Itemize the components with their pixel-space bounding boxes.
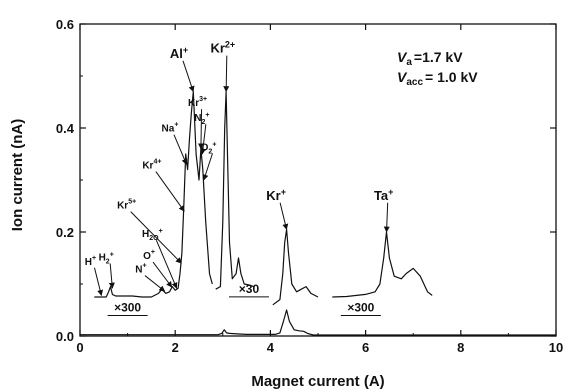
annotation-arrow xyxy=(93,267,104,297)
annotation-arrow xyxy=(152,261,173,288)
annotation-arrow xyxy=(173,134,188,165)
peak-labels: H+ H2+ N+O+ H2O+ Kr5+ Kr4+ Na+ Al+ Kr3+ N2+ O2+ Kr2… xyxy=(85,40,394,276)
annotation-arrow xyxy=(197,109,204,150)
magnification-label: ×300 xyxy=(114,301,141,315)
x-tick-label: 10 xyxy=(549,340,563,355)
parameter-va-value: =1.7 kV xyxy=(414,49,463,65)
annotation-arrow xyxy=(155,240,178,289)
peak-label: Ta+ xyxy=(374,187,393,203)
parameter-vacc-value: = 1.0 kV xyxy=(425,69,478,85)
series-layer xyxy=(80,90,556,336)
x-tick-label: 4 xyxy=(267,340,275,355)
series-line-3 xyxy=(272,228,319,306)
parameter-vacc: Vacc = 1.0 kV xyxy=(397,69,478,88)
peak-label: H2+ xyxy=(99,252,114,266)
parameter-vacc-symbol: V xyxy=(397,69,408,85)
x-axis-ticks: 0 2 4 6 8 10 xyxy=(76,24,563,355)
x-tick-label: 6 xyxy=(362,340,369,355)
parameter-va-symbol: V xyxy=(397,49,408,65)
x-tick-label: 8 xyxy=(457,340,464,355)
annotation-arrow xyxy=(199,124,207,155)
x-tick-label: 2 xyxy=(172,340,179,355)
y-tick-label: 0.6 xyxy=(56,17,74,32)
y-tick-label: 0.0 xyxy=(56,329,74,344)
peak-label: H2O+ xyxy=(142,228,163,242)
parameter-vacc-sub: acc xyxy=(406,77,423,88)
annotation-arrow xyxy=(223,55,230,93)
magnification-label: ×30 xyxy=(239,282,260,296)
peak-label: O2+ xyxy=(201,141,217,155)
x-tick-label: 0 xyxy=(76,340,83,355)
y-tick-label: 0.4 xyxy=(56,121,75,136)
peak-label: H+ xyxy=(85,255,96,268)
peak-label: Na+ xyxy=(162,122,179,135)
peak-label: N2+ xyxy=(194,112,209,126)
magnification-label: ×300 xyxy=(347,301,374,315)
plot-area-border xyxy=(79,23,557,337)
series-line-1 xyxy=(94,90,213,298)
annotation-arrow xyxy=(279,202,289,230)
parameter-va-sub: a xyxy=(406,57,412,68)
peak-label: Kr5+ xyxy=(117,199,136,212)
annotation-arrow xyxy=(202,153,213,181)
annotation-arrow xyxy=(383,202,390,233)
magnification-labels: ×300 ×30 ×300 xyxy=(107,282,381,317)
series-line-0 xyxy=(80,309,556,336)
peak-label: Kr2+ xyxy=(210,40,235,56)
peak-label: Kr3+ xyxy=(188,96,207,109)
peak-label: Kr+ xyxy=(266,187,286,203)
annotation-arrow xyxy=(144,275,166,292)
series-line-4 xyxy=(332,231,433,298)
annotation-arrows xyxy=(93,55,390,297)
y-tick-label: 0.2 xyxy=(56,225,74,240)
peak-label: Kr4+ xyxy=(142,159,161,172)
annotation-arrow xyxy=(155,171,185,212)
parameter-va: Va =1.7 kV xyxy=(397,49,463,68)
y-axis-ticks: 0.0 0.2 0.4 0.6 xyxy=(56,17,556,344)
annotation-arrow xyxy=(130,211,182,264)
plot-frame xyxy=(79,23,557,337)
peak-label: Al+ xyxy=(170,45,188,61)
annotation-arrow xyxy=(182,60,195,93)
peak-label: O+ xyxy=(143,249,155,262)
series-line-2 xyxy=(215,90,254,290)
peak-label: N+ xyxy=(135,263,146,276)
x-axis-label: Magnet current (A) xyxy=(251,373,384,390)
annotation-arrow xyxy=(108,263,115,289)
y-axis-label: Ion current (nA) xyxy=(9,119,26,232)
